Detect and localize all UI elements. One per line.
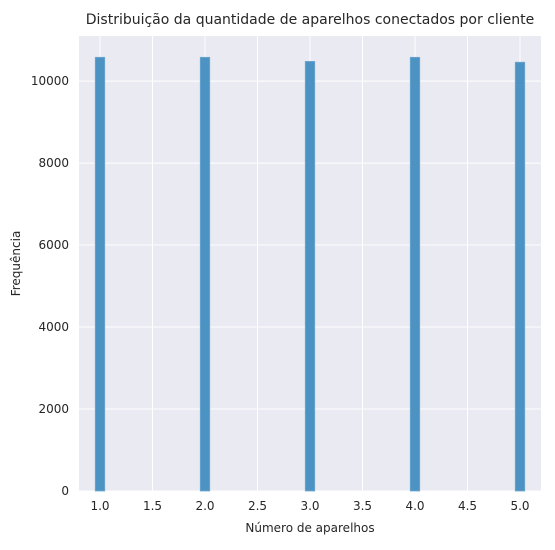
- y-tick-label: 2000: [38, 402, 69, 416]
- x-tick-label: 3.5: [353, 499, 372, 513]
- bar-1: [94, 56, 106, 492]
- chart-title: Distribuição da quantidade de aparelhos …: [86, 12, 535, 28]
- y-tick-label: 10000: [31, 74, 69, 88]
- x-tick-label: 2.5: [248, 499, 267, 513]
- x-axis-label: Número de aparelhos: [245, 521, 374, 535]
- x-tick-label: 4.0: [405, 499, 424, 513]
- y-tick-label: 8000: [38, 156, 69, 170]
- x-tick-label: 4.5: [458, 499, 477, 513]
- bar-5: [514, 61, 526, 492]
- bar-3: [304, 61, 316, 492]
- x-tick-label: 1.0: [90, 499, 109, 513]
- x-tick-label: 3.0: [300, 499, 319, 513]
- y-tick-label: 0: [61, 484, 69, 498]
- x-tick-label: 5.0: [510, 499, 529, 513]
- bar-2: [199, 56, 211, 492]
- x-tick-label: 1.5: [143, 499, 162, 513]
- bars: [94, 56, 526, 492]
- y-axis-label: Frequência: [9, 231, 23, 297]
- bar-4: [409, 56, 421, 492]
- x-tick-label: 2.0: [195, 499, 214, 513]
- y-tick-labels: 0 2000 4000 6000 8000 10000: [31, 74, 69, 498]
- x-tick-labels: 1.0 1.5 2.0 2.5 3.0 3.5 4.0 4.5 5.0: [90, 499, 529, 513]
- y-tick-label: 4000: [38, 320, 69, 334]
- y-tick-label: 6000: [38, 238, 69, 252]
